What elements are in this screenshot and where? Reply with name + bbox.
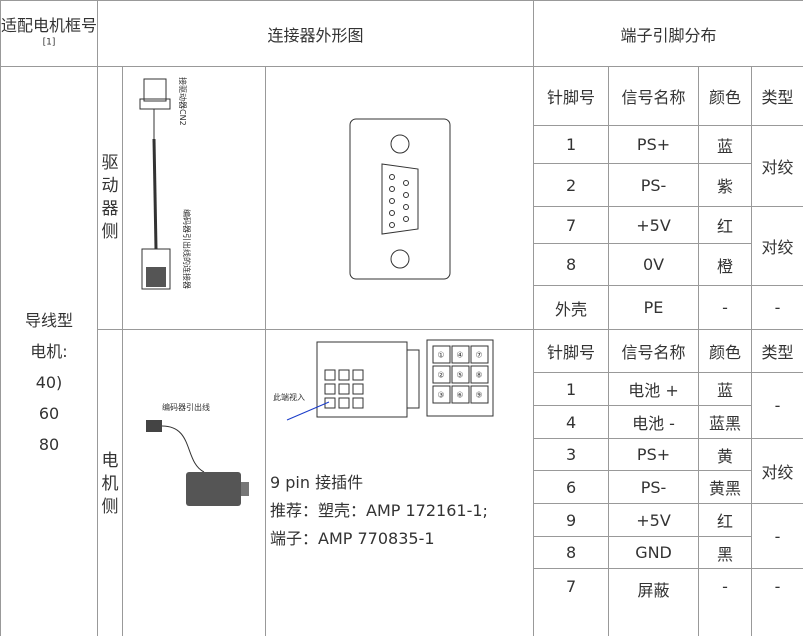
cell: 7 [533,206,610,244]
pin-number: ① [437,351,444,360]
side-label: 电机侧 [97,329,123,636]
cell: GND [608,536,700,569]
cell: +5V [608,206,700,244]
cell: 黄 [698,438,753,471]
image-label: 编码器引出线的连接器 [182,209,192,289]
pin-header: 类型 [751,66,803,126]
cell: - [751,568,803,636]
pin-number: ⑤ [456,371,463,380]
frame-text: 电机: [30,342,68,361]
cell: 黄黑 [698,470,753,504]
image-label: 接驱动器CN2 [178,77,188,126]
cell: 蓝 [698,372,753,406]
image-label: 此端视入 [273,392,305,402]
cell: 1 [533,125,610,164]
cell: 对绞 [751,125,803,207]
header-cell: 端子引脚分布 [533,0,803,67]
cell: - [751,503,803,569]
connector-cell: 此端视入 ① ④ ⑦ ② ⑤ ⑧ ③ ⑥ ⑨ 9 pin 接插件 推荐：塑壳：A… [264,329,535,636]
footnote: [1] [42,37,56,48]
pin-number: ⑨ [475,391,482,400]
cell: 8 [533,536,610,569]
header-cell: 适配电机框号 [1] [0,0,98,67]
cell: 蓝黑 [698,405,753,439]
connector-text: 端子：AMP 770835-1 [270,529,435,548]
pin-number: ③ [437,391,444,400]
cell: 黑 [698,536,753,569]
cell: - [751,372,803,439]
cell: - [751,285,803,330]
pin-number: ⑦ [475,351,482,360]
db9-image [349,118,451,279]
cell: - [698,568,753,636]
cell: PS+ [608,438,700,471]
pin-number: ⑧ [475,371,482,380]
motor-image: 编码器引出线 [146,402,249,506]
plug-image: 此端视入 ① ④ ⑦ ② ⑤ ⑧ ③ ⑥ ⑨ [273,339,494,421]
pin-header: 针脚号 [533,329,610,373]
cell: 红 [698,503,753,537]
pin-header: 信号名称 [608,329,700,373]
cell: 1 [533,372,610,406]
cell: 4 [533,405,610,439]
cell: +5V [608,503,700,537]
cell: 橙 [698,243,753,286]
cell: 对绞 [751,438,803,504]
cell: 0V [608,243,700,286]
connector-text: 9 pin 接插件 [270,473,364,492]
cell: 6 [533,470,610,504]
side-label: 驱动器侧 [97,66,123,330]
cell: 蓝 [698,125,753,164]
cell: 电池 - [608,405,700,439]
frame-text: 80 [38,435,60,454]
image-cell: 编码器引出线 [122,329,266,636]
connector-text: 推荐：塑壳：AMP 172161-1; [270,501,488,520]
cell: 3 [533,438,610,471]
header-text: 适配电机框号 [1,16,98,35]
frame-text: 60 [38,404,60,423]
cell: 9 [533,503,610,537]
cell: 2 [533,163,610,207]
cell: - [698,285,753,330]
frame-cell: 导线型 电机: 40) 60 80 [0,66,98,636]
cell: 外壳 [533,285,610,330]
cell: 8 [533,243,610,286]
pin-header: 信号名称 [608,66,700,126]
frame-text: 导线型 [24,311,73,330]
cell: 红 [698,206,753,244]
cell: PS+ [608,125,700,164]
pin-number: ④ [456,351,463,360]
cable-image: 接驱动器CN2 编码器引出线的连接器 [139,77,192,289]
image-cell: 接驱动器CN2 编码器引出线的连接器 [122,66,266,330]
cell: 电池 + [608,372,700,406]
cell: PS- [608,470,700,504]
cell: 7 [533,568,610,636]
image-cell [264,66,535,330]
pin-header: 颜色 [698,66,753,126]
image-label: 编码器引出线 [162,402,210,412]
pin-number: ⑥ [456,391,463,400]
cell: PE [608,285,700,330]
cell: 屏蔽 [608,568,700,636]
pin-header: 类型 [751,329,803,373]
pin-number: ② [437,371,444,380]
cell: 紫 [698,163,753,207]
pin-header: 颜色 [698,329,753,373]
cell: 对绞 [751,206,803,286]
cell: PS- [608,163,700,207]
pin-header: 针脚号 [533,66,610,126]
header-cell: 连接器外形图 [96,0,535,67]
frame-text: 40) [35,373,63,392]
